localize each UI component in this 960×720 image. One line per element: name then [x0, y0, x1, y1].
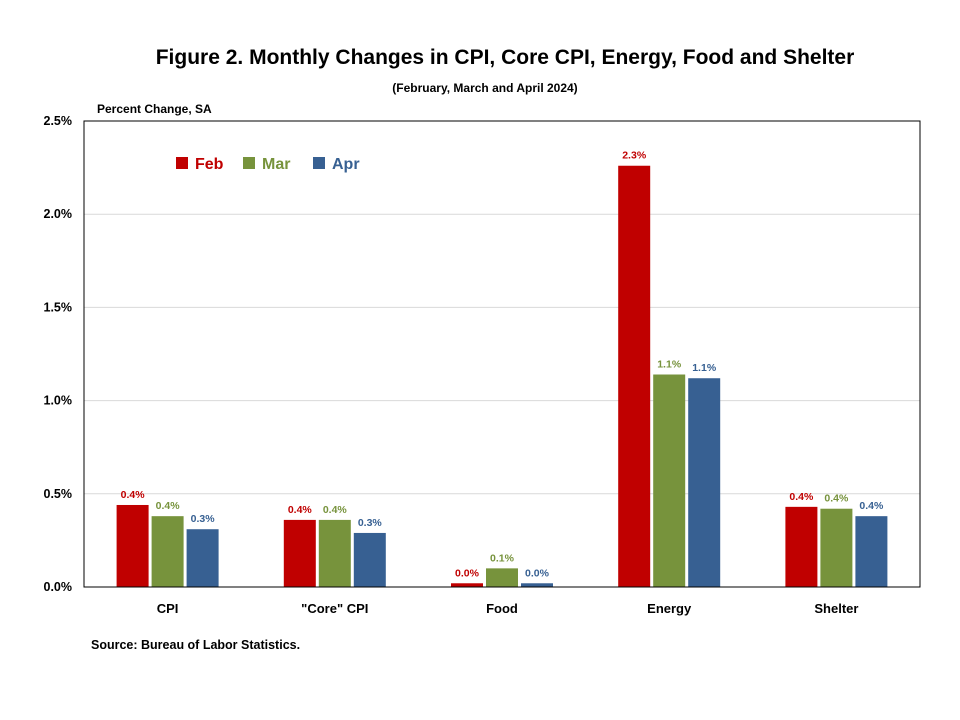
bar-mar	[486, 568, 518, 587]
legend-swatch-mar	[243, 157, 255, 169]
data-label: 0.1%	[490, 552, 515, 564]
bar-apr	[186, 529, 219, 587]
data-label: 0.4%	[859, 500, 884, 512]
bars	[116, 165, 888, 587]
bar-apr	[521, 583, 553, 587]
bar-mar	[653, 374, 686, 587]
data-label: 1.1%	[657, 359, 682, 371]
bar-apr	[353, 532, 386, 587]
source-note: Source: Bureau of Labor Statistics.	[91, 638, 301, 652]
data-label: 1.1%	[692, 362, 717, 374]
data-label: 0.4%	[323, 504, 348, 516]
bar-feb	[618, 165, 651, 587]
x-category-label: "Core" CPI	[301, 601, 368, 616]
bar-feb	[785, 506, 818, 587]
chart-subtitle: (February, March and April 2024)	[392, 81, 578, 95]
gridlines	[84, 213, 920, 495]
plot-area-border	[83, 120, 921, 588]
chart-title: Figure 2. Monthly Changes in CPI, Core C…	[155, 46, 855, 69]
y-tick-label: 2.5%	[44, 114, 73, 128]
legend-swatch-feb	[176, 157, 188, 169]
legend: Feb Mar Apr	[176, 156, 360, 173]
legend-label-apr: Apr	[332, 156, 360, 173]
bar-feb	[116, 504, 149, 587]
x-axis-categories: CPI "Core" CPI Food Energy Shelter	[157, 601, 859, 616]
data-label: 2.3%	[622, 150, 647, 162]
bar-feb	[283, 519, 316, 587]
bar-feb	[451, 583, 483, 587]
legend-swatch-apr	[313, 157, 325, 169]
data-label: 0.4%	[824, 493, 849, 505]
bar-apr	[855, 516, 888, 587]
data-label: 0.3%	[358, 517, 383, 529]
y-tick-label: 1.5%	[44, 300, 73, 314]
data-label: 0.4%	[121, 489, 146, 501]
bar-mar	[151, 516, 184, 587]
y-tick-label: 0.5%	[44, 487, 73, 501]
y-tick-label: 2.0%	[44, 207, 73, 221]
legend-label-mar: Mar	[262, 156, 290, 173]
x-category-label: CPI	[157, 601, 179, 616]
bar-mar	[318, 519, 351, 587]
data-label: 0.0%	[455, 567, 480, 579]
data-label: 0.4%	[156, 500, 181, 512]
y-tick-label: 1.0%	[44, 394, 73, 408]
data-label: 0.0%	[525, 567, 550, 579]
x-category-label: Energy	[647, 601, 692, 616]
data-label: 0.4%	[789, 491, 814, 503]
bar-apr	[688, 378, 721, 587]
x-category-label: Shelter	[814, 601, 858, 616]
data-label: 0.4%	[288, 504, 313, 516]
y-tick-label: 0.0%	[44, 580, 73, 594]
y-axis-ticks: 0.0% 0.5% 1.0% 1.5% 2.0% 2.5%	[44, 114, 73, 594]
y-axis-label: Percent Change, SA	[97, 102, 212, 116]
data-label: 0.3%	[191, 513, 216, 525]
data-labels: 0.4% 0.4% 0.3% 0.4% 0.4% 0.3% 0.0% 0.1% 0.0% 2.3%…	[121, 150, 884, 580]
x-category-label: Food	[486, 601, 518, 616]
bar-mar	[820, 508, 853, 587]
legend-label-feb: Feb	[195, 156, 224, 173]
